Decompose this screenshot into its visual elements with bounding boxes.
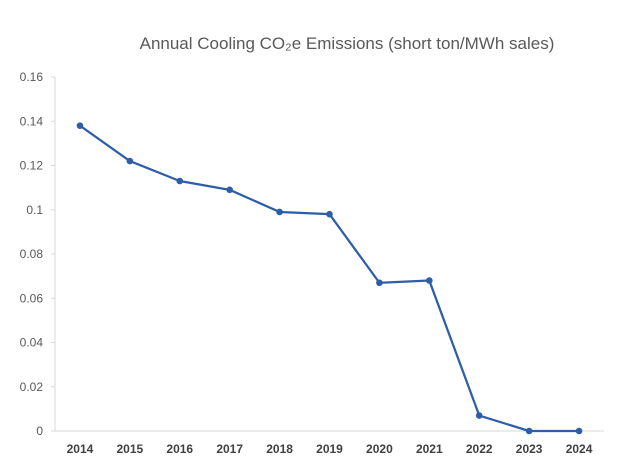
data-point: [575, 427, 583, 435]
x-tick-label: 2016: [166, 442, 193, 456]
series-group: [76, 122, 583, 435]
x-tick-label: 2023: [516, 442, 543, 456]
x-tick-label: 2021: [416, 442, 443, 456]
data-point: [376, 279, 383, 287]
y-tick-label: 0.12: [20, 159, 44, 173]
y-tick-label: 0.02: [20, 380, 44, 394]
y-tick-label: 0.06: [20, 291, 44, 305]
y-tick-label: 0.16: [20, 70, 44, 84]
x-tick-label: 2022: [466, 442, 493, 456]
x-tick-label: 2014: [67, 442, 94, 456]
x-tick-label: 2018: [266, 442, 293, 456]
y-tick-label: 0.08: [20, 247, 44, 261]
y-tick-label: 0.04: [20, 336, 44, 350]
chart-title: Annual Cooling CO₂e Emissions (short ton…: [139, 34, 555, 53]
series-line: [79, 124, 580, 433]
x-tick-label: 2019: [316, 442, 343, 456]
data-point: [426, 277, 433, 284]
data-point: [525, 427, 533, 435]
data-point: [176, 177, 184, 185]
data-point: [276, 208, 283, 216]
y-axis-ticks: 0 0.02 0.04 0.06 0.08 0.1 0.12 0.14 0.16: [20, 70, 55, 438]
x-tick-label: 2017: [216, 442, 243, 456]
data-point: [126, 157, 134, 165]
data-point: [475, 412, 483, 419]
x-tick-label: 2024: [566, 442, 593, 456]
x-axis-ticks: 2014 2015 2016 2017 2018 2019 2020 2021 2022 2023…: [67, 442, 593, 456]
axes-group: [54, 77, 604, 432]
data-point: [326, 210, 333, 218]
data-point: [226, 186, 233, 194]
data-point: [76, 122, 84, 129]
y-tick-label: 0.14: [20, 114, 44, 128]
y-tick-label: 0: [36, 424, 43, 438]
x-tick-label: 2015: [117, 442, 144, 456]
y-tick-label: 0.1: [26, 203, 43, 217]
x-tick-label: 2020: [366, 442, 393, 456]
